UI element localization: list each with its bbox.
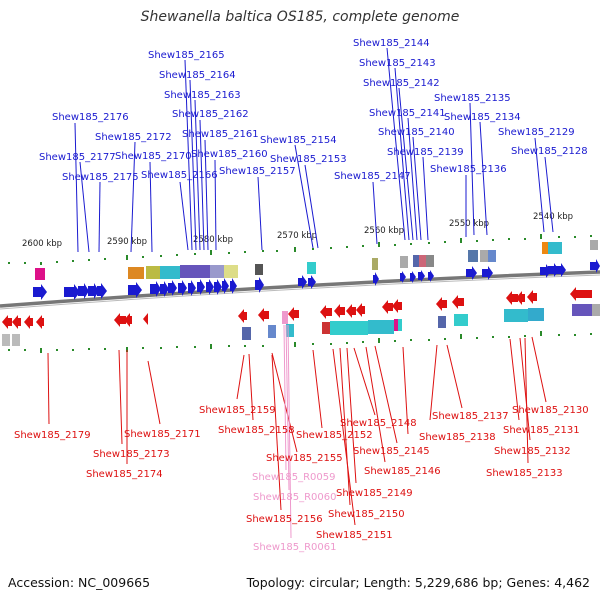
gene-label[interactable]: Shew185_2159 (199, 405, 276, 416)
scale-label: 2600 kbp (22, 239, 62, 249)
gene-label[interactable]: Shew185_2147 (334, 171, 411, 182)
gene-label[interactable]: Shew185_2152 (296, 430, 373, 441)
gene-label[interactable]: Shew185_2170 (115, 151, 192, 162)
scale-track-bottom (8, 331, 592, 353)
gene-label[interactable]: Shew185_2179 (14, 430, 91, 441)
gene-label[interactable]: Shew185_2144 (353, 38, 430, 49)
gene-label[interactable]: Shew185_2151 (316, 530, 393, 541)
gene-label[interactable]: Shew185_2139 (387, 147, 464, 158)
scale-track-top (8, 234, 592, 265)
gene-label[interactable]: Shew185_2172 (95, 132, 172, 143)
gene-label[interactable]: Shew185_2140 (378, 127, 455, 138)
reverse-leader-lines (47, 336, 547, 526)
gene-label[interactable]: Shew185_2136 (430, 164, 507, 175)
gene-label[interactable]: Shew185_2141 (369, 108, 446, 119)
gene-label[interactable]: Shew185_2163 (164, 90, 241, 101)
gene-label[interactable]: Shew185_2166 (141, 170, 218, 181)
gene-label[interactable]: Shew185_2134 (444, 112, 521, 123)
gene-label[interactable]: Shew185_2174 (86, 469, 163, 480)
gene-label[interactable]: Shew185_2155 (266, 453, 343, 464)
gene-label[interactable]: Shew185_2149 (336, 488, 413, 499)
gene-label[interactable]: Shew185_R0059 (252, 472, 336, 483)
scale-label: 2560 kbp (364, 226, 404, 236)
scale-label: 2580 kbp (193, 235, 233, 245)
forward-gene-arrows[interactable] (33, 259, 600, 300)
gene-label[interactable]: Shew185_2154 (260, 135, 337, 146)
gene-label[interactable]: Shew185_2150 (328, 509, 405, 520)
scale-label: 2540 kbp (533, 212, 573, 222)
reverse-feature-boxes[interactable] (2, 304, 600, 346)
gene-label[interactable]: Shew185_2128 (511, 146, 588, 157)
gene-label[interactable]: Shew185_2137 (432, 411, 509, 422)
gene-label[interactable]: Shew185_2160 (191, 149, 268, 160)
reverse-gene-arrows[interactable] (2, 287, 592, 329)
scale-label: 2570 kbp (277, 231, 317, 241)
gene-label[interactable]: Shew185_2158 (218, 425, 295, 436)
gene-label[interactable]: Shew185_2143 (359, 58, 436, 69)
gene-label[interactable]: Shew185_2177 (39, 152, 116, 163)
gene-label[interactable]: Shew185_2148 (340, 418, 417, 429)
gene-label[interactable]: Shew185_2164 (159, 70, 236, 81)
accession-text: Accession: NC_009665 (8, 575, 151, 590)
scale-label: 2550 kbp (449, 219, 489, 229)
genome-backbone (0, 270, 600, 308)
gene-label[interactable]: Shew185_2146 (364, 466, 441, 477)
map-title: Shewanella baltica OS185, complete genom… (140, 9, 460, 25)
gene-label[interactable]: Shew185_2161 (182, 129, 259, 140)
forward-labels: Shew185_2165 Shew185_2164 Shew185_2163 S… (39, 38, 588, 183)
gene-label[interactable]: Shew185_2162 (172, 109, 249, 120)
gene-label[interactable]: Shew185_2165 (148, 50, 225, 61)
scale-label: 2590 kbp (107, 237, 147, 247)
gene-label[interactable]: Shew185_2138 (419, 432, 496, 443)
gene-label[interactable]: Shew185_2135 (434, 93, 511, 104)
forward-feature-boxes[interactable] (35, 240, 598, 280)
gene-label[interactable]: Shew185_2156 (246, 514, 323, 525)
reverse-labels: Shew185_2179 Shew185_2173 Shew185_2174 S… (14, 405, 589, 553)
genome-summary-text: Topology: circular; Length: 5,229,686 bp… (246, 575, 590, 590)
gene-label[interactable]: Shew185_2153 (270, 154, 347, 165)
gene-label[interactable]: Shew185_2157 (219, 166, 296, 177)
gene-label[interactable]: Shew185_2131 (503, 425, 580, 436)
gene-label[interactable]: Shew185_2173 (93, 449, 170, 460)
gene-label[interactable]: Shew185_2132 (494, 446, 571, 457)
gene-label[interactable]: Shew185_R0061 (253, 542, 337, 553)
rna-leader-lines (283, 324, 292, 539)
gene-label[interactable]: Shew185_2175 (62, 172, 139, 183)
gene-label[interactable]: Shew185_2142 (363, 78, 440, 89)
gene-label[interactable]: Shew185_2176 (52, 112, 129, 123)
forward-leader-lines (74, 47, 554, 253)
gene-label[interactable]: Shew185_2129 (498, 127, 575, 138)
gene-label[interactable]: Shew185_2145 (353, 446, 430, 457)
gene-label[interactable]: Shew185_2171 (124, 429, 201, 440)
gene-label[interactable]: Shew185_2130 (512, 405, 589, 416)
gene-label[interactable]: Shew185_R0060 (253, 492, 337, 503)
gene-label[interactable]: Shew185_2133 (486, 468, 563, 479)
